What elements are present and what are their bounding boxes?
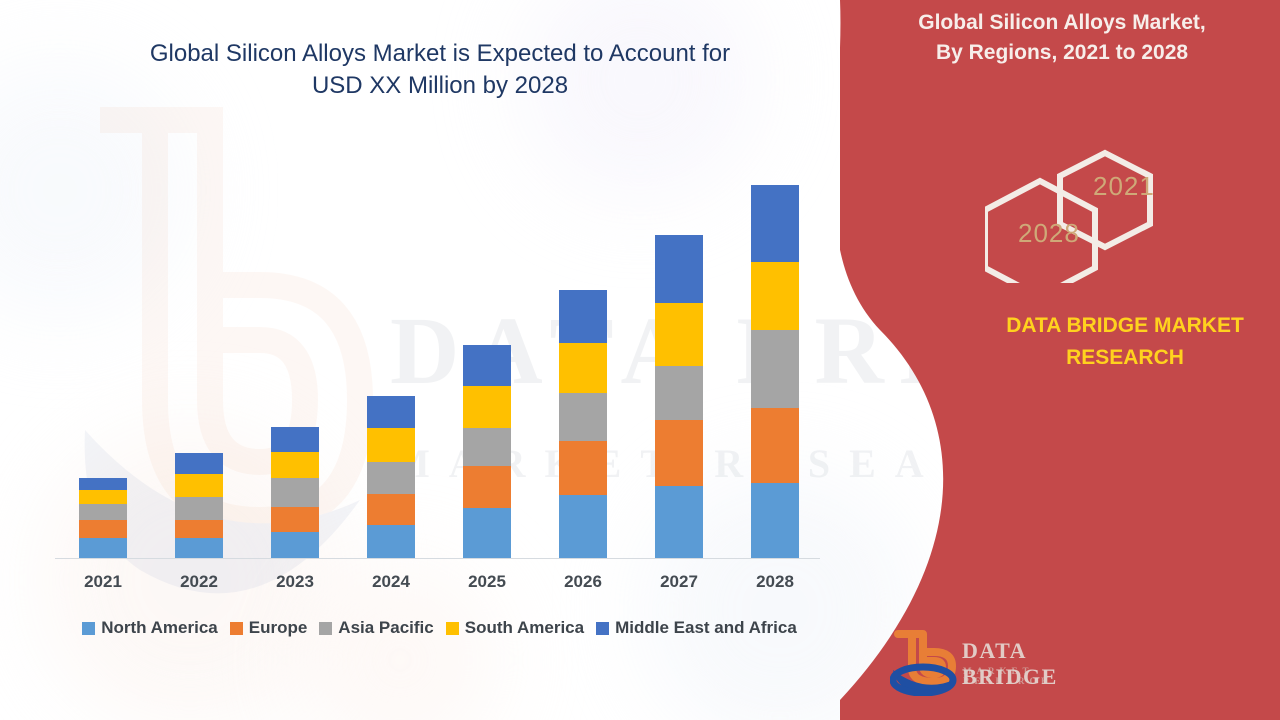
company-logo-mark-icon (889, 630, 957, 697)
x-axis-label-2024: 2024 (372, 572, 410, 591)
bar-segment (271, 507, 319, 532)
page-title-line-1: Global Silicon Alloys Market is Expected… (149, 40, 731, 67)
bar-segment (79, 478, 127, 490)
bar-segment (559, 343, 607, 393)
bar-segment (559, 495, 607, 558)
bar-segment (751, 262, 799, 330)
legend-swatch-icon (229, 621, 243, 635)
bar-2025 (463, 345, 511, 558)
x-axis-label-2025: 2025 (468, 572, 506, 591)
bar-segment (175, 474, 223, 497)
bar-segment (175, 453, 223, 474)
legend-swatch-icon (596, 621, 610, 635)
bar-segment (175, 497, 223, 520)
legend-swatch-icon (445, 621, 459, 635)
x-axis-label-2022: 2022 (180, 572, 218, 591)
page-title-line-2: USD XX Million by 2028 (311, 72, 569, 100)
legend-label: Asia Pacific (338, 618, 434, 637)
bar-segment (655, 235, 703, 303)
x-axis-line (55, 558, 820, 559)
legend-item-middle-east-and-africa[interactable]: Middle East and Africa (596, 618, 797, 638)
bar-2028 (751, 185, 799, 558)
bar-segment (751, 408, 799, 483)
hexagon-small-shape (1057, 149, 1153, 251)
bar-2024 (367, 396, 415, 558)
bar-segment (175, 520, 223, 538)
bar-2027 (655, 235, 703, 558)
legend-item-south-america[interactable]: South America (445, 618, 585, 638)
x-axis-label-2028: 2028 (756, 572, 794, 591)
right-panel-title-line-2: By Regions, 2021 to 2028 (935, 41, 1189, 65)
bar-segment (271, 532, 319, 558)
bar-segment (559, 290, 607, 343)
legend-swatch-icon (319, 621, 333, 635)
bar-segment (79, 538, 127, 558)
right-panel-title: Global Silicon Alloys Market, By Regions… (862, 8, 1262, 69)
bar-segment (751, 483, 799, 558)
bar-segment (271, 452, 319, 478)
legend-item-europe[interactable]: Europe (229, 618, 308, 638)
bar-segment (463, 386, 511, 428)
legend-item-north-america[interactable]: North America (82, 618, 218, 638)
bar-segment (655, 420, 703, 486)
right-side-panel (840, 0, 1280, 720)
chart-legend: North America Europe Asia Pacific South Ame… (52, 615, 827, 641)
company-logo-text: DATA BRIDGE (962, 638, 1058, 689)
legend-label: North America (101, 618, 218, 637)
bar-segment (367, 462, 415, 494)
company-logo-subtext: MARKET RESEARCH (963, 666, 1054, 686)
legend-label: Middle East and Africa (615, 618, 797, 637)
bar-segment (79, 504, 127, 520)
bar-segment (367, 525, 415, 558)
brand-name-line-1: DATA BRIDGE MARKET (1006, 314, 1244, 337)
bar-segment (655, 366, 703, 420)
bar-segment (751, 330, 799, 408)
x-axis-label-2021: 2021 (84, 572, 122, 591)
bar-segment (559, 441, 607, 495)
x-axis-label-2027: 2027 (660, 572, 698, 591)
bar-2021 (79, 478, 127, 558)
x-axis-label-2026: 2026 (564, 572, 602, 591)
legend-swatch-icon (82, 621, 96, 635)
bar-segment (271, 427, 319, 452)
bar-segment (367, 396, 415, 428)
bar-segment (559, 393, 607, 441)
bar-2023 (271, 427, 319, 558)
bar-2022 (175, 453, 223, 558)
brand-name-line-2: RESEARCH (1066, 345, 1184, 369)
bar-2026 (559, 290, 607, 558)
bar-segment (463, 345, 511, 386)
stacked-bar-chart (55, 160, 823, 558)
page-title: Global Silicon Alloys Market is Expected… (60, 38, 820, 103)
hexagon-label-start-year: 2021 (1093, 171, 1155, 201)
bar-segment (271, 478, 319, 507)
bar-segment (463, 508, 511, 558)
x-axis-tick-labels: 2021 2022 2023 2024 2025 2026 2027 2028 (55, 572, 823, 602)
hexagon-label-end-year: 2028 (1018, 218, 1080, 248)
legend-item-asia-pacific[interactable]: Asia Pacific (319, 618, 434, 638)
right-panel-title-line-1: Global Silicon Alloys Market, (918, 11, 1206, 34)
company-logo: DATA BRIDGE MARKET RESEARCH (889, 630, 1105, 697)
bar-segment (175, 538, 223, 558)
bar-segment (79, 490, 127, 504)
bar-segment (367, 494, 415, 525)
legend-label: Europe (248, 618, 308, 637)
bar-segment (79, 520, 127, 538)
bar-segment (751, 185, 799, 262)
legend-label: South America (464, 618, 585, 637)
bar-segment (463, 428, 511, 466)
bar-segment (655, 303, 703, 366)
bar-segment (655, 486, 703, 558)
bar-segment (463, 466, 511, 508)
brand-name: DATA BRIDGE MARKET RESEARCH (975, 310, 1275, 373)
bar-segment (367, 428, 415, 462)
x-axis-label-2023: 2023 (276, 572, 314, 591)
hexagon-graphic (982, 148, 1185, 301)
